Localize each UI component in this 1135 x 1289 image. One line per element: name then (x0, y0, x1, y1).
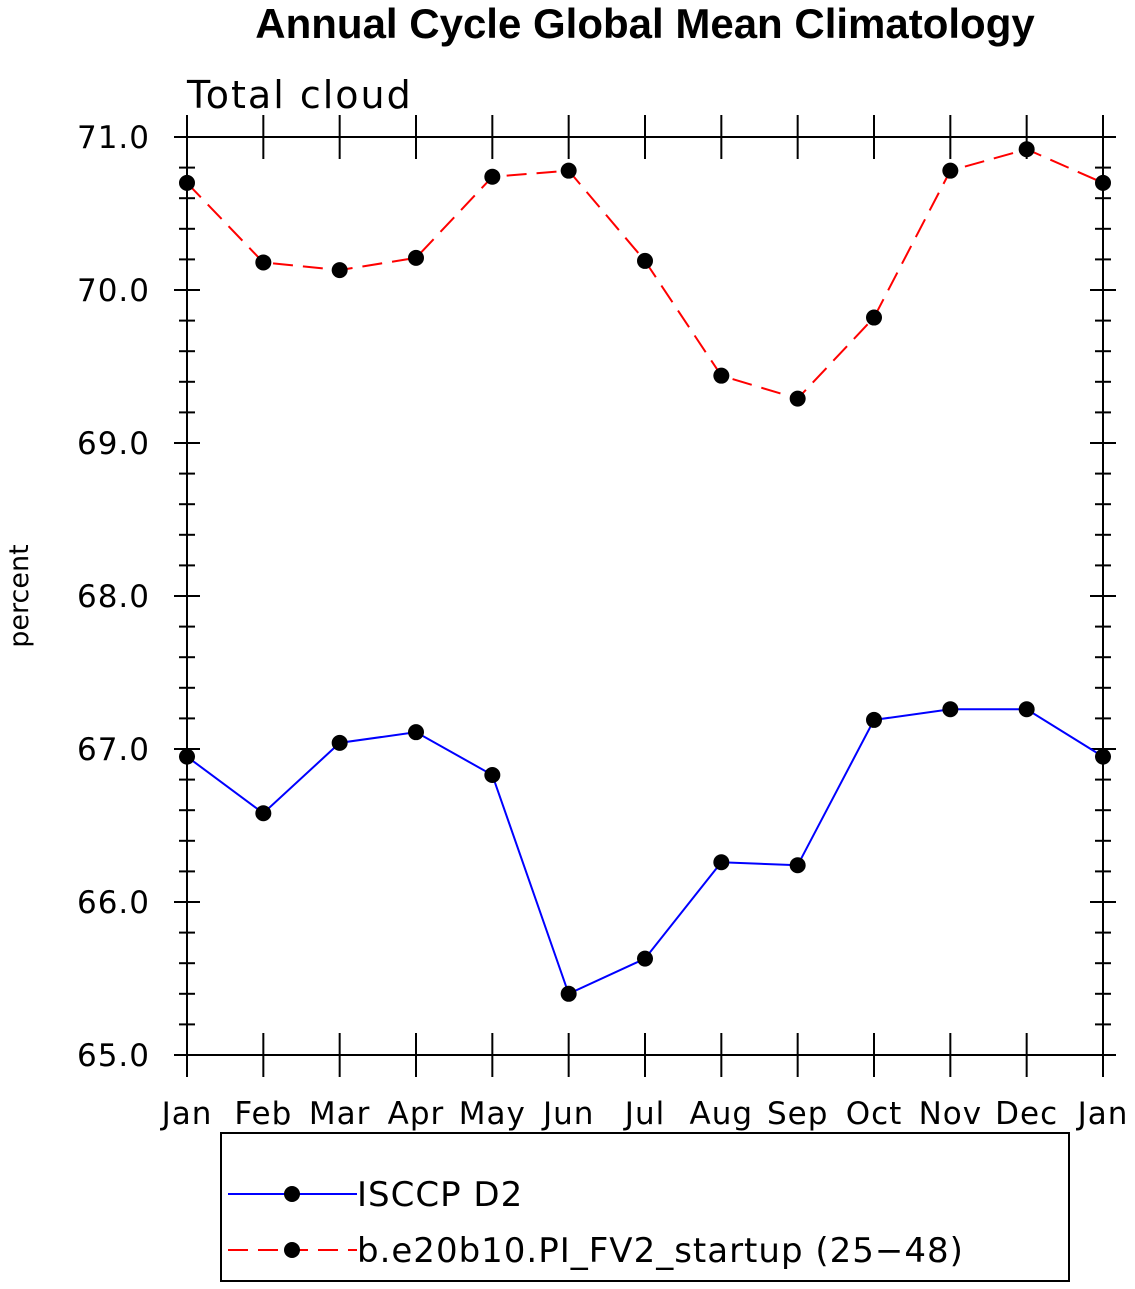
y-tick-label: 66.0 (77, 885, 150, 921)
data-point (408, 249, 424, 266)
y-tick-label: 71.0 (77, 120, 150, 156)
data-point (331, 262, 348, 279)
x-tick-label: Mar (309, 1096, 371, 1132)
plot-frame (186, 136, 1104, 1056)
data-point (1095, 174, 1111, 191)
x-tick-label: Sep (767, 1096, 828, 1132)
y-tick-label: 68.0 (77, 579, 150, 615)
x-tick-label: Aug (690, 1096, 754, 1132)
data-point (789, 390, 806, 407)
data-point (1018, 701, 1035, 718)
y-axis-label: percent (4, 544, 35, 647)
x-tick-label: Jul (623, 1096, 665, 1132)
y-tick-label: 65.0 (77, 1038, 150, 1074)
data-point (408, 724, 424, 741)
data-point (560, 985, 577, 1002)
data-point (255, 254, 272, 271)
legend: ISCCP D2 b.e20b10.PI_FV2_startup (25−48) (220, 1132, 1070, 1282)
series-1 (179, 701, 1111, 1002)
data-point (713, 854, 730, 871)
legend-label: b.e20b10.PI_FV2_startup (25−48) (357, 1231, 964, 1271)
data-point (637, 252, 653, 269)
data-point (866, 711, 882, 728)
data-point (637, 950, 653, 967)
legend-label: ISCCP D2 (357, 1175, 523, 1215)
x-tick-label: Dec (995, 1096, 1058, 1132)
data-point (331, 734, 348, 751)
y-tick-label: 67.0 (77, 732, 150, 768)
x-tick-label: Apr (388, 1096, 445, 1132)
x-tick-label: Feb (234, 1096, 292, 1132)
data-point (179, 174, 195, 191)
x-tick-label: May (459, 1096, 526, 1132)
x-tick-label: Jun (541, 1096, 594, 1132)
plot-axes: 65.0 66.0 67.0 68.0 69.0 70.0 71.0 Jan Feb Mar Apr… (77, 115, 1129, 1132)
data-point (942, 701, 959, 718)
data-point (560, 162, 577, 179)
y-tick-label: 69.0 (77, 426, 150, 462)
chart-title: Annual Cycle Global Mean Climatology (255, 0, 1035, 47)
data-point (255, 805, 272, 822)
series-line (186, 148, 1104, 400)
series-2 (179, 141, 1111, 407)
data-point (713, 367, 730, 384)
legend-marker (284, 1186, 300, 1202)
data-point (866, 309, 882, 326)
data-point (789, 857, 806, 874)
x-tick-label: Nov (919, 1096, 983, 1132)
legend-box (220, 1132, 1070, 1282)
x-tick-label: Oct (846, 1096, 903, 1132)
data-point (942, 162, 959, 179)
series-layer (179, 141, 1111, 1002)
y-tick-label: 70.0 (77, 273, 150, 309)
data-point (179, 748, 195, 765)
data-point (1018, 141, 1035, 158)
legend-marker (284, 1242, 300, 1258)
chart-subtitle: Total cloud (186, 73, 413, 117)
x-tick-label: Jan (160, 1096, 213, 1132)
x-tick-label: Jan (1076, 1096, 1129, 1132)
data-point (484, 168, 501, 185)
data-point (1095, 748, 1111, 765)
data-point (484, 767, 501, 784)
